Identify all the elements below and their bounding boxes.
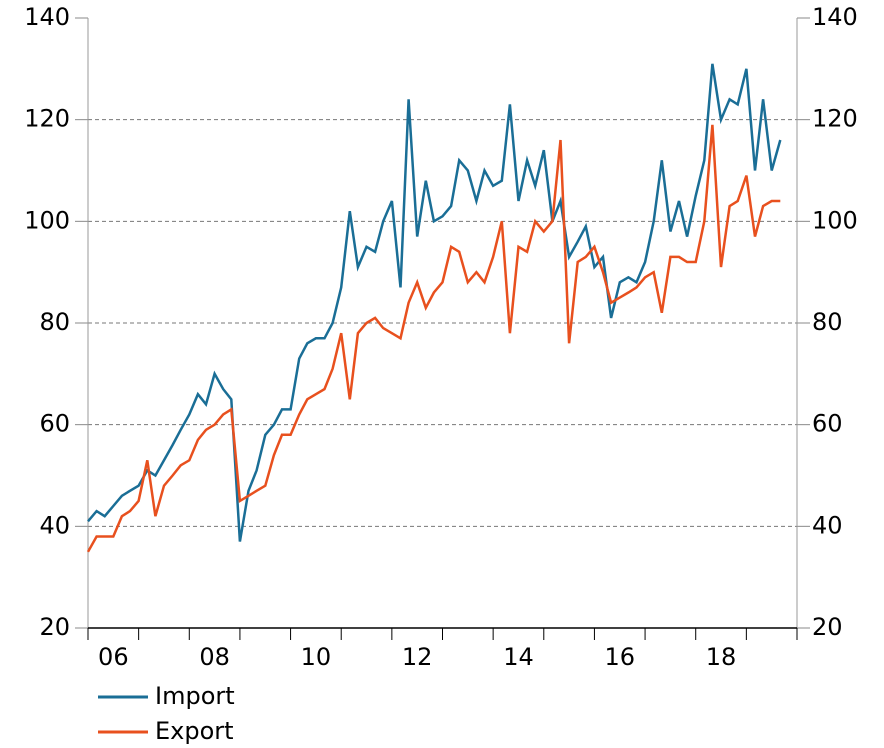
x-tick-label: 08 — [199, 643, 230, 671]
legend-label: Import — [155, 682, 235, 710]
series-line — [87, 63, 782, 542]
y2-tick-label: 60 — [812, 410, 843, 438]
series-line — [86, 124, 781, 553]
x-tick-label: 10 — [301, 643, 332, 671]
y-tick-label: 120 — [24, 105, 70, 133]
legend-label: Export — [155, 717, 234, 745]
y2-tick-label: 40 — [812, 511, 843, 539]
y-tick-label: 60 — [39, 410, 70, 438]
x-tick-label: 18 — [706, 643, 737, 671]
y2-tick-label: 100 — [812, 206, 858, 234]
y2-tick-label: 80 — [812, 308, 843, 336]
y2-tick-label: 140 — [812, 3, 858, 31]
x-tick-label: 06 — [98, 643, 129, 671]
y-tick-label: 40 — [39, 511, 70, 539]
y-tick-label: 100 — [24, 206, 70, 234]
x-tick-label: 16 — [604, 643, 635, 671]
y-tick-label: 80 — [39, 308, 70, 336]
y-tick-label: 140 — [24, 3, 70, 31]
x-tick-label: 12 — [402, 643, 433, 671]
x-tick-label: 14 — [503, 643, 534, 671]
y2-tick-label: 20 — [812, 613, 843, 641]
y2-tick-label: 120 — [812, 105, 858, 133]
y-tick-label: 20 — [39, 613, 70, 641]
